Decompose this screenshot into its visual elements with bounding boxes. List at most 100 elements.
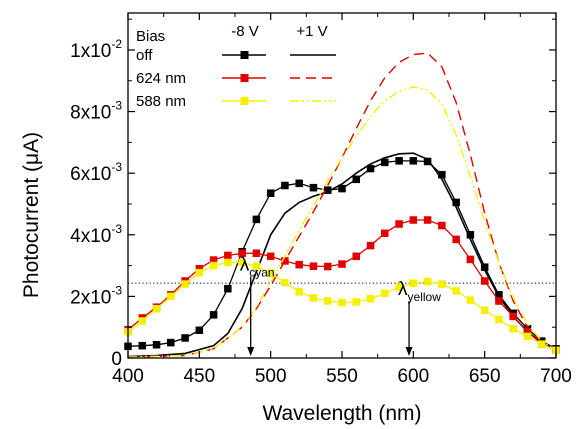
series-1 bbox=[127, 152, 557, 358]
y-tick-mantissa: 8x10 bbox=[70, 103, 111, 124]
data-point bbox=[224, 258, 232, 267]
y-tick-mantissa: 6x10 bbox=[70, 164, 111, 185]
data-point bbox=[167, 292, 175, 301]
data-point bbox=[295, 179, 303, 188]
y-axis-title: Photocurrent (μA) bbox=[20, 132, 43, 298]
annotation-layer: λcyan λyellow bbox=[240, 255, 441, 356]
data-point bbox=[495, 297, 503, 305]
data-point bbox=[381, 229, 389, 237]
data-point bbox=[466, 255, 475, 264]
data-point bbox=[338, 260, 346, 268]
y-tick-mantissa: 2x10 bbox=[70, 287, 111, 308]
data-point bbox=[295, 260, 303, 269]
data-point bbox=[409, 279, 418, 287]
data-point bbox=[195, 326, 204, 335]
data-point bbox=[509, 312, 517, 321]
axes-layer: 400 450 500 550 600 650 70002x10-34x10-36x10-3… bbox=[70, 12, 572, 387]
lambda-annotation-1: λyellow bbox=[398, 279, 441, 356]
data-point bbox=[252, 262, 261, 270]
legend-header-minus8: -8 V bbox=[231, 23, 259, 40]
data-point bbox=[537, 340, 546, 348]
x-axis-title: Wavelength (nm) bbox=[262, 402, 421, 425]
legend-row-2: 588 nm bbox=[136, 93, 336, 110]
data-point bbox=[266, 189, 275, 197]
data-point bbox=[281, 181, 289, 190]
y-tick-exponent: -3 bbox=[111, 99, 122, 113]
data-point bbox=[323, 262, 332, 271]
x-tick-label: 600 bbox=[397, 366, 429, 387]
data-point bbox=[309, 294, 318, 302]
legend-marker-square bbox=[240, 51, 249, 59]
x-tick-label: 700 bbox=[540, 366, 572, 387]
y-tick-label: 1x10-2 bbox=[70, 37, 122, 62]
data-point bbox=[352, 175, 361, 184]
data-point bbox=[209, 261, 218, 270]
data-point bbox=[181, 280, 189, 288]
data-point bbox=[152, 341, 161, 349]
annotation-label: λcyan bbox=[240, 255, 275, 280]
legend: -8 V +1 V Bias off 624 nm 588 nm bbox=[136, 23, 336, 110]
annotation-arrow-head bbox=[247, 347, 255, 356]
data-point bbox=[495, 315, 503, 324]
data-point bbox=[509, 324, 517, 333]
data-point bbox=[409, 157, 418, 165]
data-point bbox=[480, 306, 489, 315]
data-point bbox=[138, 317, 147, 325]
data-point bbox=[366, 164, 375, 173]
data-point bbox=[338, 298, 346, 307]
data-point bbox=[309, 183, 318, 192]
x-tick-label: 450 bbox=[183, 366, 215, 387]
data-point bbox=[167, 338, 175, 347]
annotation-arrow-head bbox=[405, 347, 413, 356]
data-point bbox=[238, 249, 246, 258]
data-point bbox=[366, 295, 375, 303]
y-tick-label: 4x10-3 bbox=[70, 222, 122, 247]
data-point bbox=[409, 216, 418, 224]
y-tick-exponent: -3 bbox=[111, 283, 122, 297]
data-point bbox=[252, 215, 261, 224]
data-point bbox=[152, 304, 161, 313]
annotation-label: λyellow bbox=[398, 279, 441, 304]
data-point bbox=[438, 280, 446, 288]
legend-marker-square bbox=[240, 97, 249, 105]
data-point bbox=[209, 311, 218, 319]
data-point bbox=[309, 262, 318, 270]
data-point bbox=[352, 298, 361, 306]
data-point bbox=[523, 332, 532, 341]
legend-marker-square bbox=[240, 74, 249, 82]
data-point bbox=[252, 249, 261, 258]
data-point bbox=[480, 277, 489, 285]
series-4 bbox=[124, 258, 560, 355]
data-point bbox=[195, 268, 204, 277]
y-tick-label: 2x10-3 bbox=[70, 283, 122, 308]
y-tick-label: 0 bbox=[111, 349, 122, 370]
data-point bbox=[338, 184, 346, 193]
legend-row-1: 624 nm bbox=[136, 70, 336, 87]
data-point bbox=[423, 157, 432, 166]
data-point bbox=[423, 277, 432, 286]
x-tick-label: 400 bbox=[112, 366, 144, 387]
legend-label: 624 nm bbox=[136, 70, 186, 87]
y-tick-exponent: -3 bbox=[111, 160, 122, 174]
x-tick-label: 650 bbox=[469, 366, 501, 387]
data-point bbox=[181, 334, 189, 342]
data-point bbox=[466, 296, 475, 304]
lambda-symbol: λ bbox=[240, 255, 250, 276]
series-0 bbox=[124, 157, 560, 353]
y-tick-label: 8x10-3 bbox=[70, 99, 122, 124]
x-tick-label: 550 bbox=[326, 366, 358, 387]
data-point bbox=[395, 220, 403, 228]
data-point bbox=[395, 157, 403, 165]
legend-label-line2: off bbox=[136, 47, 153, 64]
data-point bbox=[395, 283, 403, 291]
x-tick-label: 500 bbox=[255, 366, 287, 387]
y-tick-exponent: -2 bbox=[111, 37, 122, 51]
data-point bbox=[452, 235, 460, 244]
legend-label-line1: Bias bbox=[136, 28, 165, 45]
lambda-symbol: λ bbox=[398, 279, 408, 300]
data-point bbox=[381, 158, 389, 167]
legend-header-plus1: +1 V bbox=[296, 23, 327, 40]
data-point bbox=[381, 289, 389, 298]
data-point bbox=[352, 252, 361, 261]
